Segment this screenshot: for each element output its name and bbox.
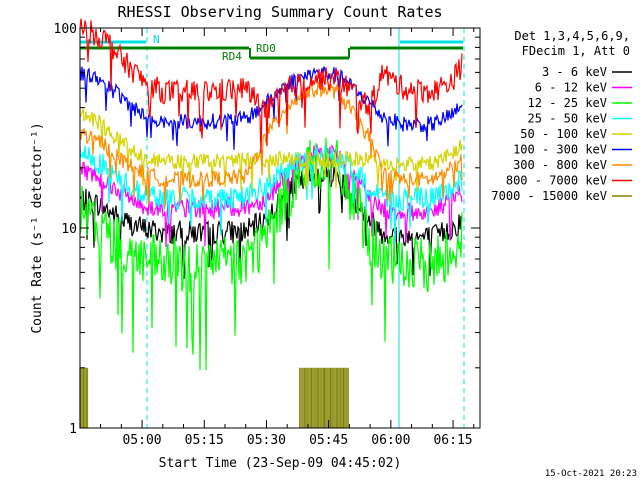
y-tick-label: 100 [54,22,77,37]
x-tick-label: 06:15 [433,433,472,448]
series-4 [79,107,463,193]
y-axis-label: Count Rate (s⁻¹ detector⁻¹) [30,122,45,333]
series-line [79,66,463,150]
series-5 [79,66,463,150]
annotation-layer: N RD4 RD0 [79,28,465,428]
series-line [79,145,463,244]
series-8 [79,367,349,428]
series-line [79,81,463,208]
x-tick-label: 05:15 [185,433,224,448]
legend-entry-label: 50 - 100 keV [520,127,607,141]
series-2 [79,137,463,371]
series-line [79,107,463,193]
x-tick-label: 05:30 [247,433,286,448]
y-tick-label: 10 [61,222,77,237]
x-tick-label: 05:45 [309,433,348,448]
plot-area: N RD4 RD0 1 10 100 05:00 05:15 05:30 05:45 06:00 0… [54,18,481,448]
legend-entry-label: 800 - 7000 keV [506,174,607,188]
annotation-label-rd0: RD0 [256,42,276,55]
chart-title: RHESSI Observing Summary Count Rates [117,3,442,21]
annotation-label-rd4: RD4 [222,50,242,63]
series-line [79,137,463,371]
legend-entry-label: 25 - 50 keV [528,112,607,126]
y-tick-label: 1 [69,422,77,437]
series-7 [79,18,463,154]
x-tick-label: 06:00 [371,433,410,448]
legend-entry-label: 6 - 12 keV [535,81,607,95]
legend-title-line-1: Det 1,3,4,5,6,9, [514,29,630,43]
generation-timestamp: 15-Oct-2021 20:23 [545,469,637,479]
axis-layer: 1 10 100 05:00 05:15 05:30 05:45 06:00 06:15 [54,22,480,448]
legend-entry-label: 12 - 25 keV [528,96,607,110]
legend-entry-label: 100 - 300 keV [513,143,607,157]
legend-entry-label: 3 - 6 keV [542,65,607,79]
annotation-label-n: N [153,33,160,46]
x-tick-label: 05:00 [122,433,161,448]
series-line [79,18,463,154]
legend-entry-label: 300 - 800 keV [513,158,607,172]
series-layer [79,18,463,428]
legend-title-line-2: FDecim 1, Att 0 [522,44,630,58]
legend-entry-label: 7000 - 15000 keV [491,189,607,203]
series-3 [79,145,463,244]
series-6 [79,81,463,208]
legend: Det 1,3,4,5,6,9, FDecim 1, Att 0 3 - 6 k… [491,29,632,203]
x-axis-label: Start Time (23-Sep-09 04:45:02) [159,456,402,471]
